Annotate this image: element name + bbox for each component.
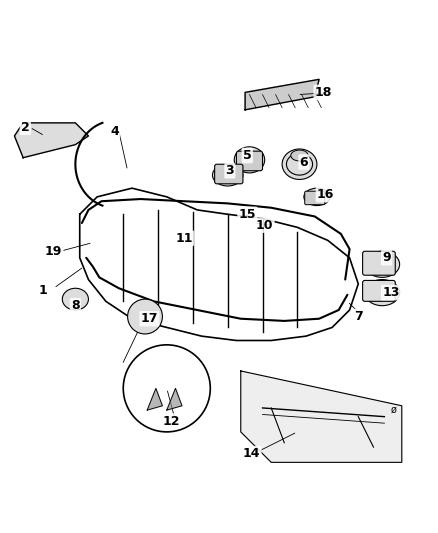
Ellipse shape (127, 299, 162, 334)
Ellipse shape (365, 251, 399, 277)
FancyBboxPatch shape (237, 151, 262, 171)
Ellipse shape (365, 279, 399, 305)
Polygon shape (241, 371, 402, 462)
Text: 7: 7 (354, 310, 363, 323)
Text: 6: 6 (300, 156, 308, 168)
Polygon shape (245, 79, 319, 110)
Text: 19: 19 (45, 245, 62, 258)
Text: 14: 14 (243, 447, 261, 460)
Text: 16: 16 (317, 188, 334, 201)
Text: 9: 9 (382, 251, 391, 264)
Text: 10: 10 (256, 219, 273, 232)
Ellipse shape (62, 288, 88, 310)
Text: 4: 4 (110, 125, 119, 138)
Ellipse shape (291, 150, 308, 161)
Polygon shape (14, 123, 88, 158)
Text: 1: 1 (39, 284, 47, 297)
Ellipse shape (304, 188, 330, 206)
Text: 15: 15 (239, 208, 256, 221)
Ellipse shape (286, 154, 313, 175)
FancyBboxPatch shape (363, 251, 395, 275)
Text: 18: 18 (315, 86, 332, 99)
FancyBboxPatch shape (215, 164, 243, 184)
Text: 8: 8 (71, 299, 80, 312)
Text: 13: 13 (382, 286, 399, 299)
Text: 11: 11 (176, 232, 193, 245)
Ellipse shape (282, 149, 317, 180)
FancyBboxPatch shape (363, 280, 395, 301)
Polygon shape (167, 389, 182, 410)
Ellipse shape (234, 147, 265, 173)
FancyBboxPatch shape (305, 191, 325, 205)
Ellipse shape (212, 164, 243, 186)
Polygon shape (147, 389, 162, 410)
Text: 12: 12 (162, 415, 180, 427)
Text: 3: 3 (226, 164, 234, 177)
Text: 2: 2 (21, 121, 30, 134)
Text: ø: ø (391, 405, 397, 414)
Text: 5: 5 (243, 149, 252, 162)
Text: 17: 17 (141, 312, 158, 325)
